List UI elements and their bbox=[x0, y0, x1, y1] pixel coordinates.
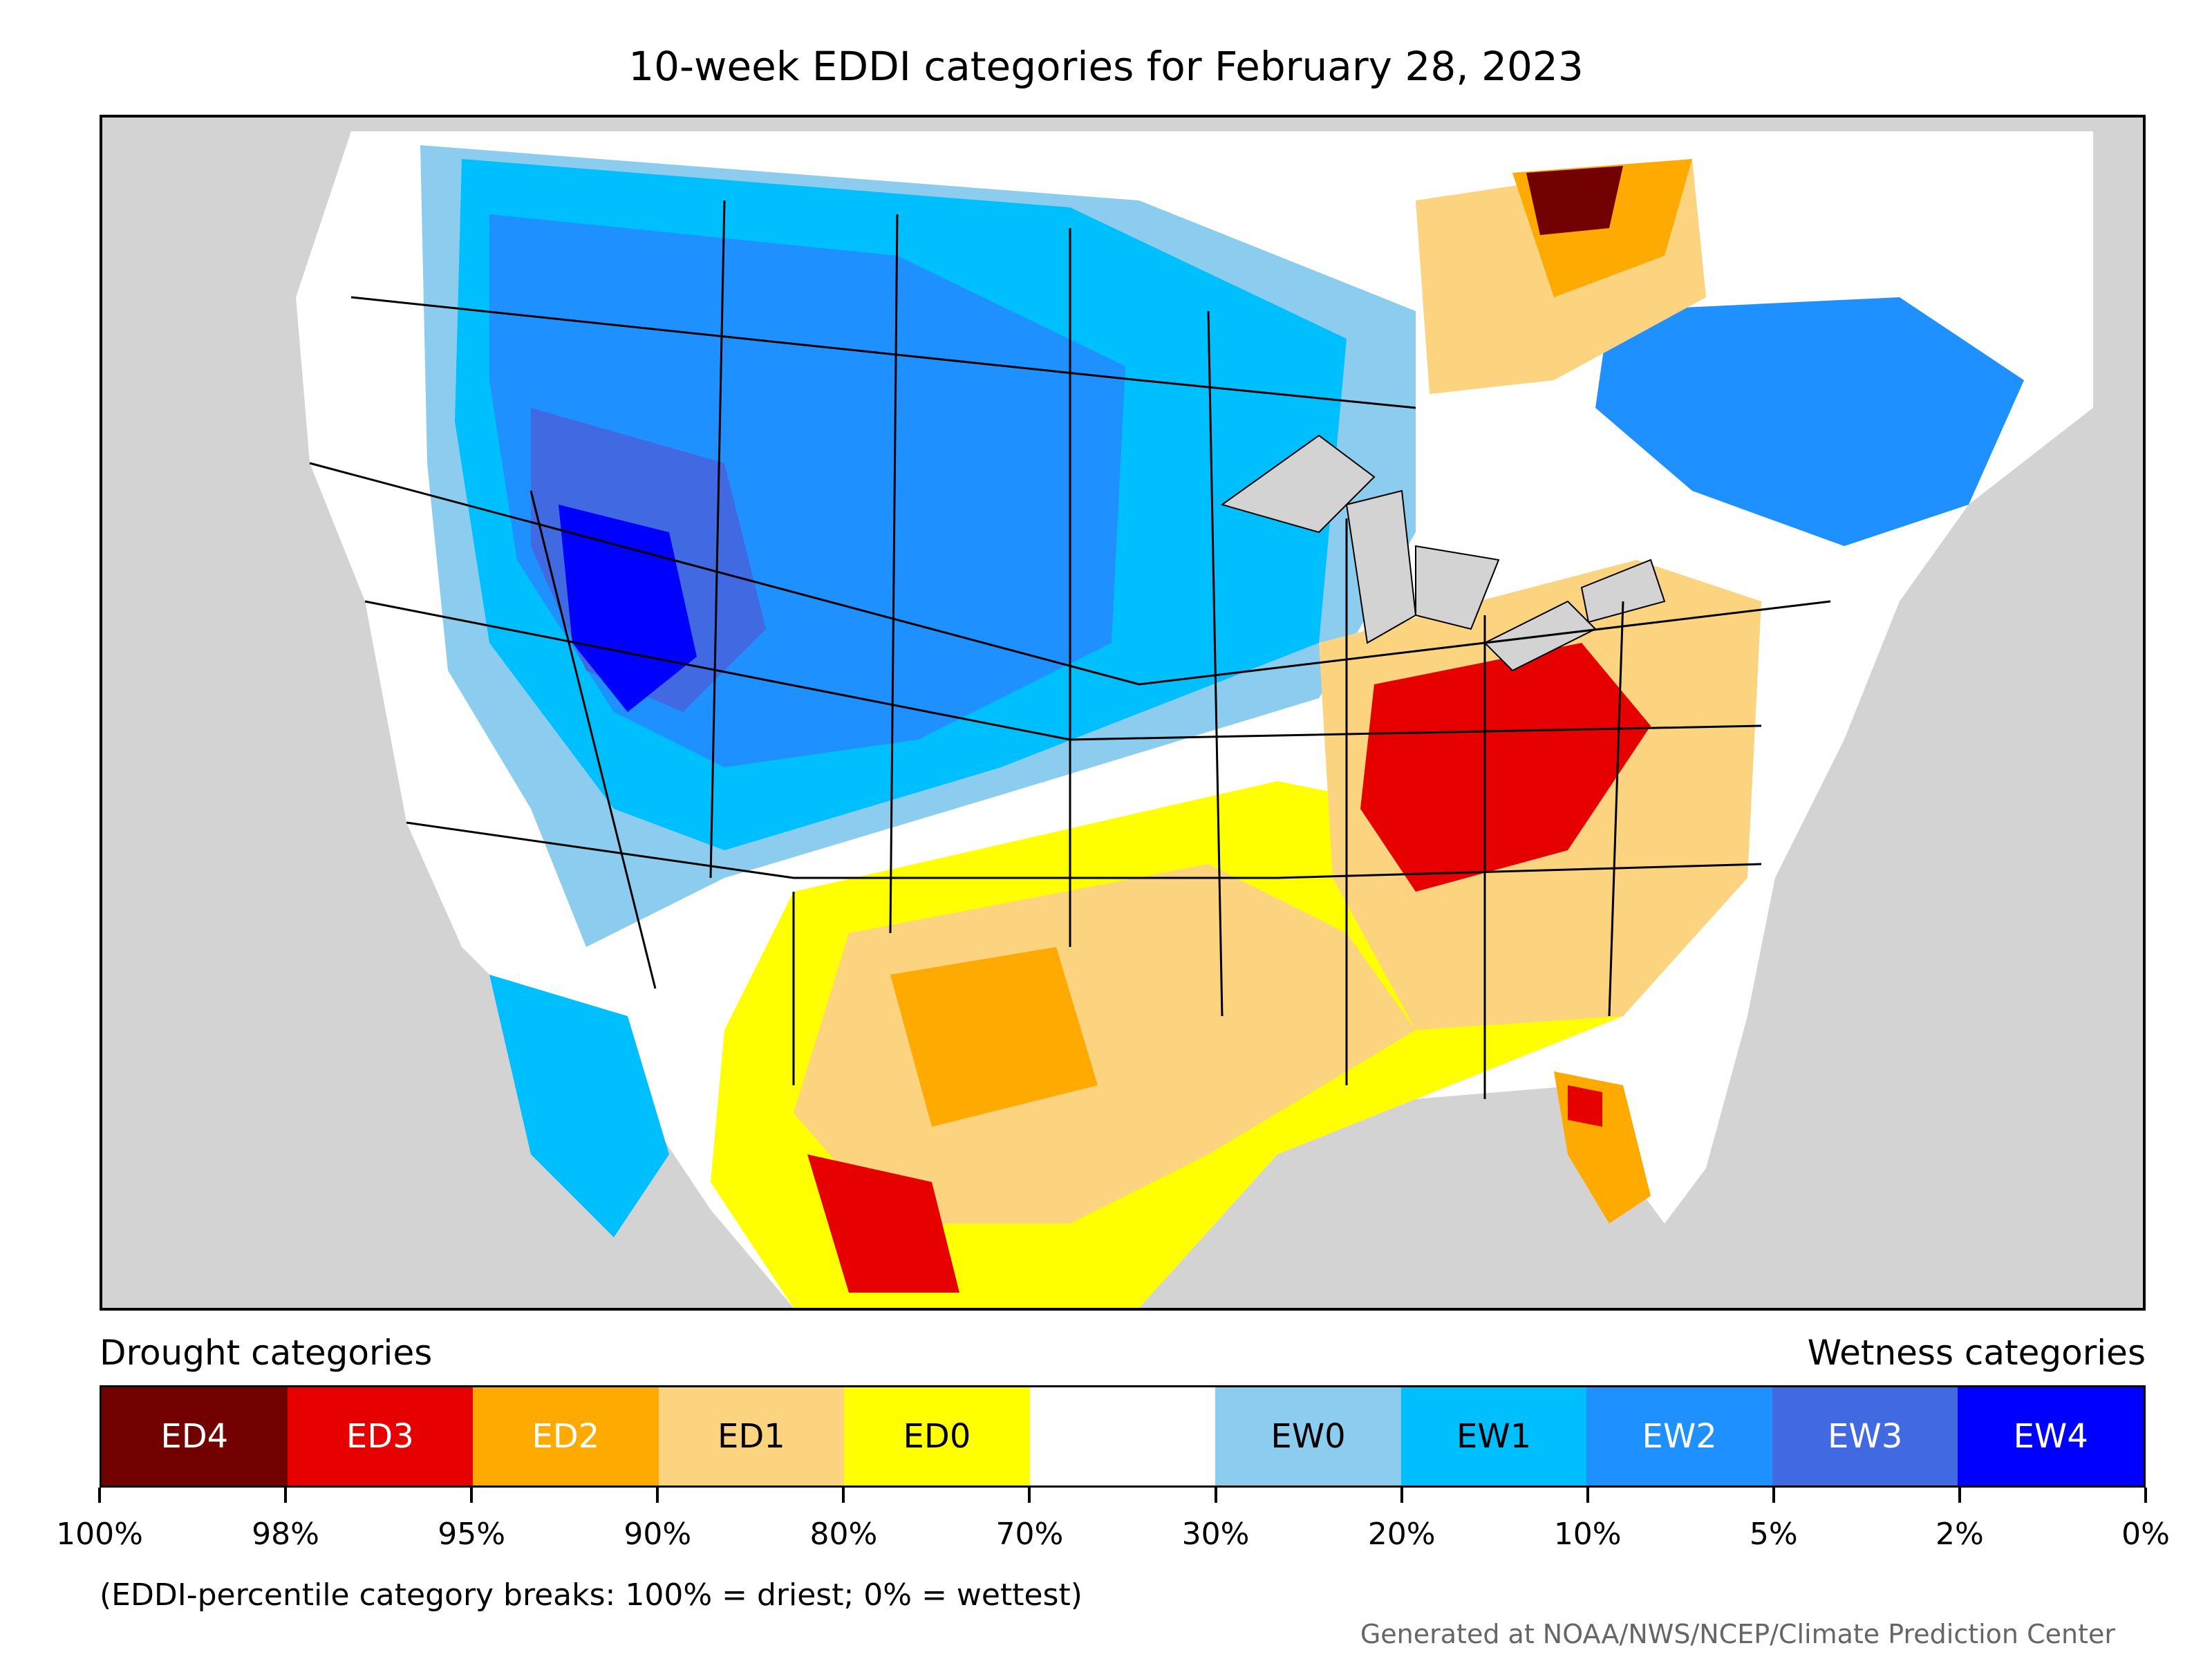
tick-mark bbox=[1028, 1488, 1031, 1503]
legend-segment-ew0: EW0 bbox=[1215, 1387, 1401, 1485]
tick-mark bbox=[1214, 1488, 1217, 1503]
map-canvas bbox=[102, 118, 2143, 1308]
tick-label: 0% bbox=[2121, 1517, 2170, 1552]
drought-categories-label: Drought categories bbox=[100, 1333, 433, 1373]
state-boundaries bbox=[309, 200, 1831, 1099]
tick-mark bbox=[284, 1488, 288, 1503]
legend-segment-ed0: ED0 bbox=[844, 1387, 1030, 1485]
eddi-map bbox=[100, 115, 2146, 1311]
tick-mark bbox=[842, 1488, 845, 1503]
legend-segment-ed4: ED4 bbox=[102, 1387, 288, 1485]
footnote: (EDDI-percentile category breaks: 100% =… bbox=[100, 1577, 1082, 1613]
tick-mark bbox=[2144, 1488, 2147, 1503]
legend-segment-ed1: ED1 bbox=[658, 1387, 845, 1485]
tick-label: 95% bbox=[438, 1517, 506, 1552]
credit-text: Generated at NOAA/NWS/NCEP/Climate Predi… bbox=[1360, 1619, 2115, 1649]
tick-mark bbox=[98, 1488, 101, 1503]
great-lakes bbox=[1220, 434, 1666, 672]
dry-region-ed1-south bbox=[794, 864, 1416, 1224]
legend-segment-normal bbox=[1029, 1387, 1216, 1485]
atlantic-ocean bbox=[1706, 380, 2143, 1308]
tick-mark bbox=[1400, 1488, 1403, 1503]
dry-region-ed3-ohio bbox=[1360, 643, 1651, 892]
tick-mark bbox=[1772, 1488, 1775, 1503]
tick-mark bbox=[1586, 1488, 1589, 1503]
wetness-categories-label: Wetness categories bbox=[1807, 1333, 2146, 1373]
wet-region-northeast bbox=[1595, 297, 2024, 546]
tick-mark bbox=[656, 1488, 659, 1503]
tick-label: 80% bbox=[809, 1517, 878, 1552]
tick-label: 70% bbox=[995, 1517, 1064, 1552]
tick-label: 30% bbox=[1181, 1517, 1250, 1552]
tick-label: 2% bbox=[1936, 1517, 1984, 1552]
legend-segment-ew3: EW3 bbox=[1772, 1387, 1958, 1485]
tick-label: 100% bbox=[56, 1517, 143, 1552]
legend-segment-ew1: EW1 bbox=[1400, 1387, 1587, 1485]
dry-region-ed2-south bbox=[890, 947, 1098, 1127]
legend-segment-ed3: ED3 bbox=[287, 1387, 474, 1485]
legend-segment-ed2: ED2 bbox=[473, 1387, 659, 1485]
tick-mark bbox=[470, 1488, 474, 1503]
dry-region-ed3-texas bbox=[807, 1154, 959, 1293]
tick-label: 5% bbox=[1749, 1517, 1798, 1552]
gulf-of-mexico bbox=[1139, 1085, 1706, 1308]
map-title: 10-week EDDI categories for February 28,… bbox=[628, 43, 1584, 90]
dry-region-ed3-florida bbox=[1568, 1085, 1602, 1127]
tick-mark bbox=[1958, 1488, 1961, 1503]
legend-ticks: 100% 98% 95% 90% 80% 70% 30% 20% 10% 5% 2% 0% bbox=[56, 1488, 2170, 1557]
wet-region-southwest bbox=[489, 975, 669, 1237]
legend-segment-ew4: EW4 bbox=[1958, 1387, 2144, 1485]
tick-label: 20% bbox=[1367, 1517, 1436, 1552]
dry-region-ed4-quebec bbox=[1526, 166, 1623, 235]
legend-segment-ew2: EW2 bbox=[1586, 1387, 1772, 1485]
legend-colorbar: ED4 ED3 ED2 ED1 ED0 EW0 EW1 EW2 EW3 EW4 bbox=[100, 1385, 2146, 1488]
tick-label: 98% bbox=[252, 1517, 319, 1552]
tick-label: 90% bbox=[624, 1517, 692, 1552]
tick-label: 10% bbox=[1553, 1517, 1622, 1552]
